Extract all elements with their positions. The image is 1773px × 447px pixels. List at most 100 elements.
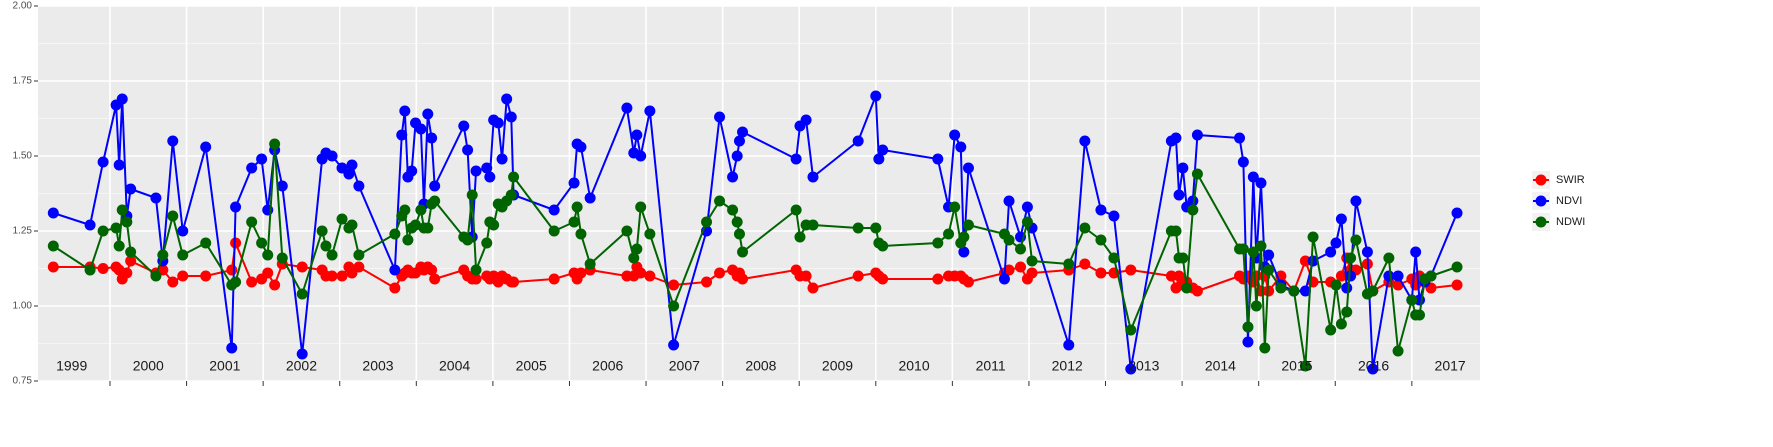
point xyxy=(415,204,427,216)
point xyxy=(1250,300,1262,312)
point xyxy=(1451,261,1463,273)
point xyxy=(733,135,745,147)
point xyxy=(949,129,961,141)
point xyxy=(402,234,414,246)
point xyxy=(631,129,643,141)
point xyxy=(177,249,189,261)
point xyxy=(470,264,482,276)
point xyxy=(873,153,885,165)
point xyxy=(955,141,967,153)
point xyxy=(727,171,739,183)
point xyxy=(346,159,358,171)
point xyxy=(1350,195,1362,207)
point xyxy=(790,153,802,165)
point xyxy=(621,225,633,237)
point xyxy=(737,273,749,285)
point xyxy=(932,153,944,165)
point xyxy=(1263,249,1275,261)
point xyxy=(1026,267,1038,279)
point xyxy=(1237,243,1249,255)
point xyxy=(1410,246,1422,258)
point xyxy=(84,219,96,231)
point xyxy=(870,222,882,234)
point xyxy=(807,282,819,294)
point xyxy=(1414,309,1426,321)
point xyxy=(116,204,128,216)
point xyxy=(568,216,580,228)
marks xyxy=(47,90,1463,375)
x-tick-label: 2003 xyxy=(362,358,393,374)
point xyxy=(1263,264,1275,276)
point xyxy=(1275,282,1287,294)
point xyxy=(1108,252,1120,264)
legend-point xyxy=(1535,195,1547,207)
point xyxy=(1187,195,1199,207)
x-tick-label: 2001 xyxy=(209,358,240,374)
point xyxy=(470,165,482,177)
point xyxy=(1003,195,1015,207)
point xyxy=(269,138,281,150)
point xyxy=(246,216,258,228)
point xyxy=(97,225,109,237)
point xyxy=(1170,225,1182,237)
point xyxy=(492,117,504,129)
x-tick-label: 2011 xyxy=(976,358,1006,374)
x-tick-label: 2014 xyxy=(1205,358,1236,374)
point xyxy=(1341,282,1353,294)
point xyxy=(116,93,128,105)
point xyxy=(877,144,889,156)
point xyxy=(1125,363,1137,375)
point xyxy=(1367,363,1379,375)
point xyxy=(1345,252,1357,264)
point xyxy=(415,123,427,135)
point xyxy=(1021,201,1033,213)
point xyxy=(807,219,819,231)
x-tick-label: 2016 xyxy=(1358,358,1389,374)
point xyxy=(47,207,59,219)
point xyxy=(1079,135,1091,147)
point xyxy=(1307,255,1319,267)
y-tick-label: 0.75 xyxy=(13,376,33,387)
point xyxy=(568,177,580,189)
point xyxy=(1125,264,1137,276)
point xyxy=(800,270,812,282)
point xyxy=(932,273,944,285)
point xyxy=(628,252,640,264)
point xyxy=(644,270,656,282)
point xyxy=(1234,132,1246,144)
point xyxy=(1255,240,1267,252)
point xyxy=(1063,339,1075,351)
point xyxy=(1330,237,1342,249)
point xyxy=(701,276,713,288)
point xyxy=(998,273,1010,285)
point xyxy=(470,273,482,285)
point xyxy=(644,228,656,240)
point xyxy=(406,165,418,177)
point xyxy=(807,171,819,183)
point xyxy=(1406,294,1418,306)
point xyxy=(230,201,242,213)
point xyxy=(422,222,434,234)
x-tick-label: 2010 xyxy=(898,358,929,374)
point xyxy=(326,270,338,282)
x-tick-label: 2017 xyxy=(1435,358,1466,374)
point xyxy=(481,237,493,249)
point xyxy=(505,111,517,123)
point xyxy=(1191,285,1203,297)
point xyxy=(246,276,258,288)
point xyxy=(1345,270,1357,282)
point xyxy=(1181,282,1193,294)
point xyxy=(1108,210,1120,222)
point xyxy=(501,93,513,105)
point xyxy=(668,339,680,351)
point xyxy=(1177,162,1189,174)
point xyxy=(121,267,133,279)
point xyxy=(727,204,739,216)
legend: SWIR NDVI NDWI xyxy=(1532,171,1585,231)
point xyxy=(125,246,137,258)
point xyxy=(1288,285,1300,297)
point xyxy=(226,264,238,276)
point xyxy=(932,237,944,249)
point xyxy=(575,267,587,279)
point xyxy=(1425,270,1437,282)
